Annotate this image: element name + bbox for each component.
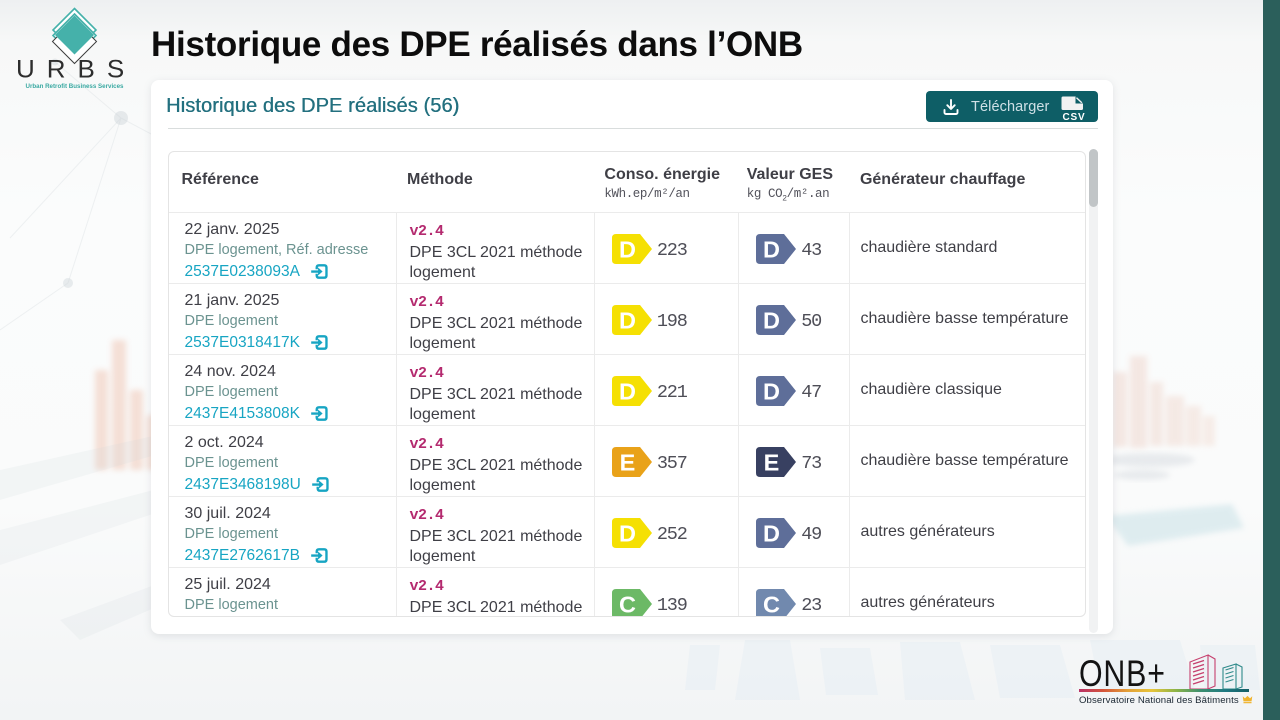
svg-text:D: D xyxy=(763,520,780,546)
svg-text:D: D xyxy=(763,307,780,333)
svg-text:D: D xyxy=(619,378,636,404)
svg-text:D: D xyxy=(763,378,780,404)
svg-text:C: C xyxy=(619,591,636,617)
svg-text:D: D xyxy=(763,236,780,262)
svg-text:CSV: CSV xyxy=(1063,112,1086,121)
svg-text:C: C xyxy=(763,591,780,617)
svg-text:E: E xyxy=(620,449,636,475)
svg-text:D: D xyxy=(619,236,636,262)
svg-text:D: D xyxy=(619,307,636,333)
svg-text:E: E xyxy=(764,449,780,475)
svg-text:D: D xyxy=(619,520,636,546)
